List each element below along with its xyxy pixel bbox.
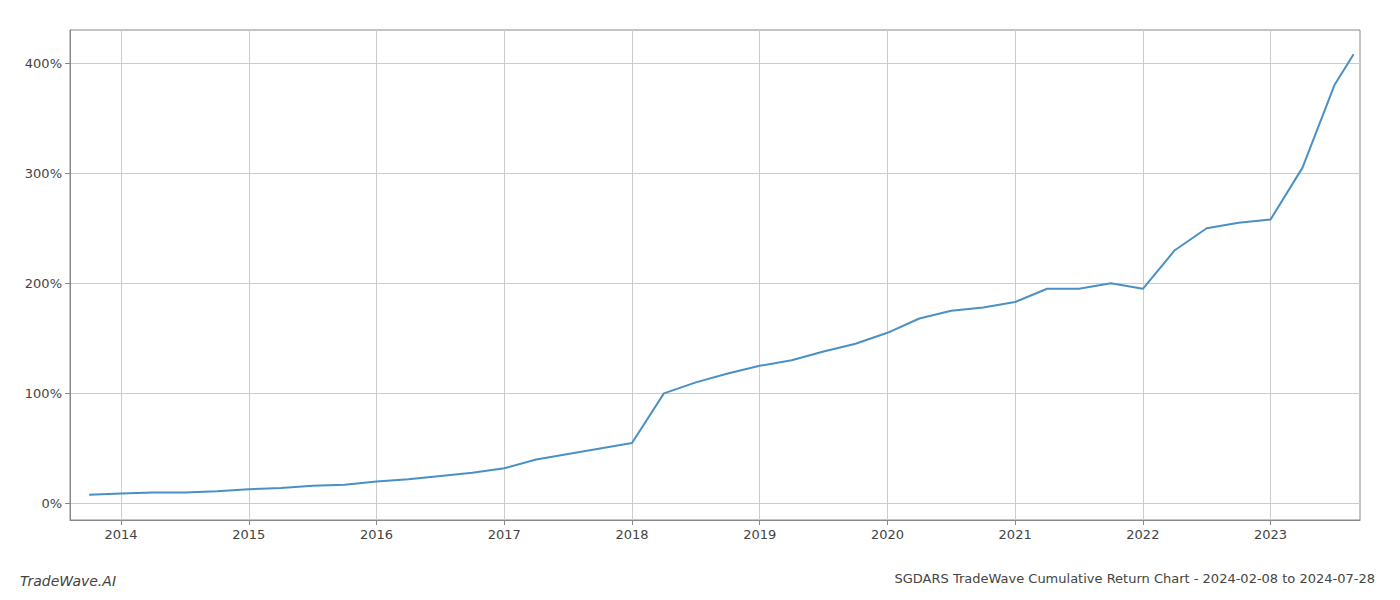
svg-text:2017: 2017 [488,527,521,542]
svg-text:2020: 2020 [871,527,904,542]
svg-text:2022: 2022 [1126,527,1159,542]
svg-text:2014: 2014 [105,527,138,542]
svg-text:2021: 2021 [999,527,1032,542]
svg-text:100%: 100% [25,386,62,401]
svg-text:2015: 2015 [232,527,265,542]
svg-text:300%: 300% [25,166,62,181]
svg-text:TradeWave.AI: TradeWave.AI [20,573,116,589]
svg-text:0%: 0% [41,496,62,511]
svg-text:SGDARS TradeWave Cumulative Re: SGDARS TradeWave Cumulative Return Chart… [894,571,1375,586]
svg-text:400%: 400% [25,56,62,71]
svg-text:2023: 2023 [1254,527,1287,542]
svg-text:200%: 200% [25,276,62,291]
svg-text:2016: 2016 [360,527,393,542]
svg-text:2018: 2018 [615,527,648,542]
svg-text:2019: 2019 [743,527,776,542]
